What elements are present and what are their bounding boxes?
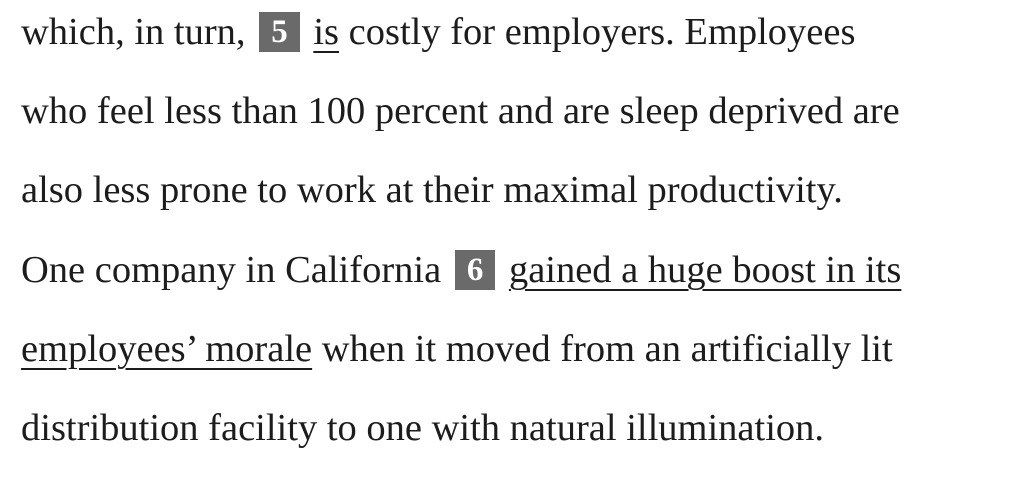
line-1-text-after: costly for employers. Employees [348, 11, 856, 53]
question-5-underlined-text[interactable]: is [313, 11, 339, 53]
line-2-text: who feel less than 100 percent and are s… [21, 90, 900, 132]
passage-line-6: distribution facility to one with natura… [21, 400, 824, 456]
question-6-underlined-text-part-1[interactable]: gained a huge boost in its [508, 249, 902, 291]
passage-line-3: also less prone to work at their maximal… [21, 162, 843, 218]
line-3-text: also less prone to work at their maximal… [21, 169, 843, 211]
passage-line-4: One company in California 6 gained a hug… [21, 242, 901, 298]
line-5-text-after: when it moved from an artificially lit [321, 328, 893, 370]
line-6-text: distribution facility to one with natura… [21, 407, 825, 449]
question-5-box[interactable]: 5 [259, 12, 300, 52]
question-6-underlined-text-part-2[interactable]: employees’ morale [21, 328, 313, 370]
passage-line-1: which, in turn, 5 is costly for employer… [21, 4, 855, 60]
passage-line-5: employees’ morale when it moved from an … [21, 321, 893, 377]
line-1-text-before: which, in turn, [21, 11, 246, 53]
question-6-box[interactable]: 6 [454, 250, 496, 290]
passage-line-2: who feel less than 100 percent and are s… [21, 83, 900, 139]
line-4-text-before: One company in California [21, 249, 442, 291]
